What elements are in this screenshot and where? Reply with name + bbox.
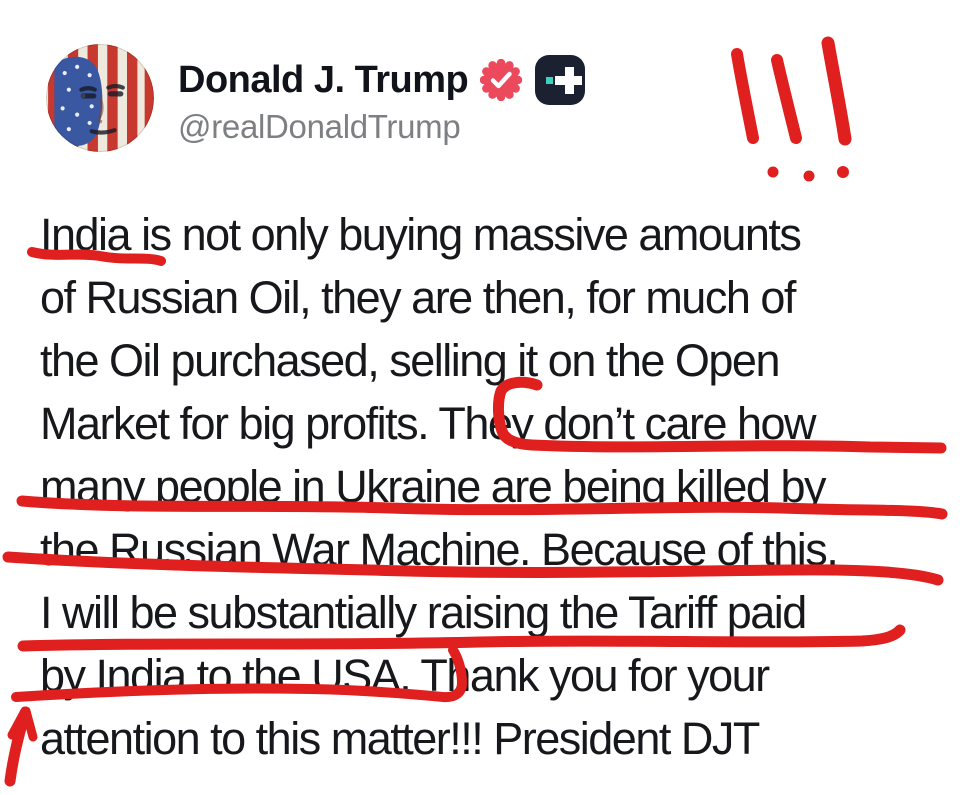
avatar[interactable] bbox=[46, 44, 154, 152]
post-line: India is not only buying massive amounts bbox=[40, 209, 802, 260]
post-line: by India to the USA. Thank you for your bbox=[40, 650, 770, 701]
exclamation-dot-2 bbox=[803, 170, 815, 182]
post-line: attention to this matter!!! President DJ… bbox=[40, 713, 760, 764]
post-line: of Russian Oil, they are then, for much … bbox=[40, 272, 796, 323]
post-header: Donald J. Trump bbox=[0, 0, 968, 170]
arrow-head-right-stroke bbox=[21, 706, 38, 742]
post-line: the Oil purchased, selling it on the Ope… bbox=[40, 335, 781, 386]
post-text: India is not only buying massive amounts… bbox=[40, 203, 960, 770]
arrow-shaft-stroke bbox=[4, 707, 31, 787]
display-name[interactable]: Donald J. Trump bbox=[178, 58, 469, 101]
user-handle[interactable]: @realDonaldTrump bbox=[178, 108, 461, 145]
truth-social-logo-icon bbox=[535, 55, 586, 105]
post-line: many people in Ukraine are being killed … bbox=[40, 461, 827, 512]
flag-face-avatar-image bbox=[46, 44, 154, 152]
arrow-head-left-stroke bbox=[7, 706, 30, 740]
post-line: I will be substantially raising the Tari… bbox=[40, 587, 807, 638]
post-line: Market for big profits. They don’t care … bbox=[40, 398, 817, 449]
verified-badge-icon bbox=[480, 59, 523, 101]
post-line: the Russian War Machine. Because of this… bbox=[40, 524, 839, 575]
